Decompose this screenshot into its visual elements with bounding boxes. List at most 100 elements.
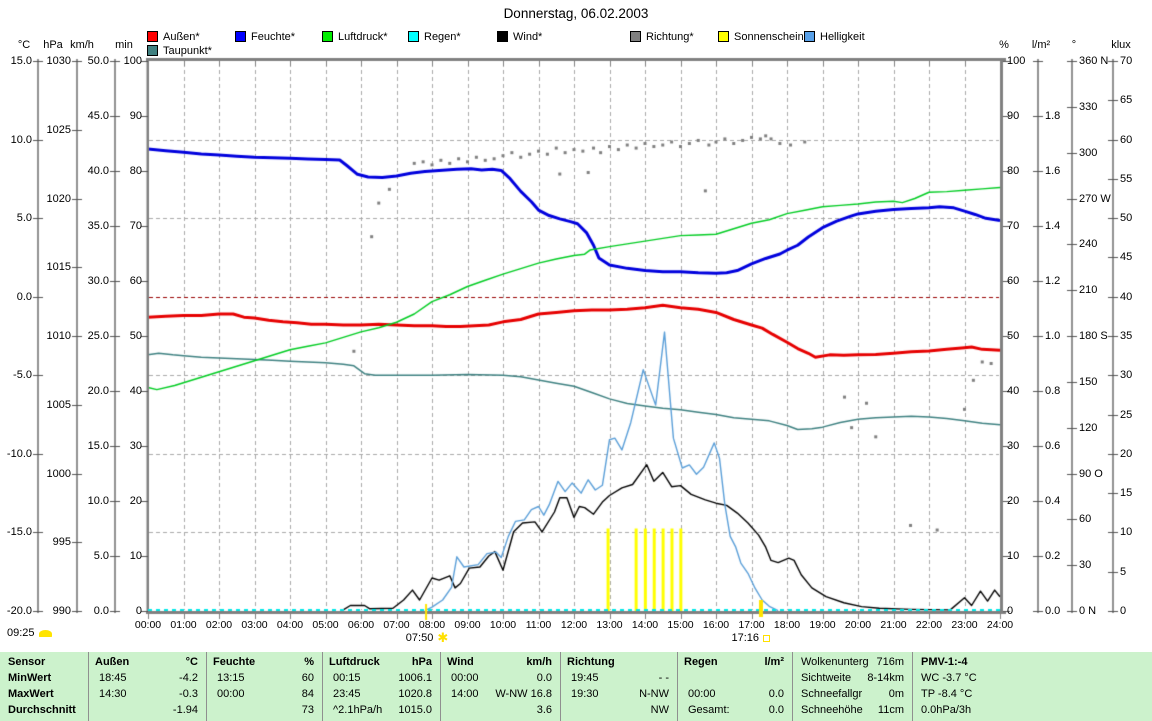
axis-tick-label-hpa: 1025 (46, 123, 71, 136)
axis-tick-label-klux: 10 (1120, 526, 1133, 539)
table-cell: TP -8.4 °C (921, 688, 973, 700)
weather-chart (0, 0, 1152, 652)
table-cell: ^2.1hPa/h (333, 704, 383, 716)
legend-label: Feuchte* (251, 30, 296, 43)
axis-tick-label-degC: -5.0 (13, 369, 32, 382)
legend-item-taupunkt: Taupunkt* (147, 44, 212, 57)
x-axis-label: 24:00 (986, 619, 1014, 631)
axis-unit-deg: ° (1071, 39, 1077, 51)
table-cell: 00:00 (688, 688, 716, 700)
axis-tick-label-deg: 0 N (1079, 605, 1097, 617)
axis-tick-label-deg: 210 (1079, 284, 1098, 297)
axis-tick-label-degC: -15.0 (6, 526, 32, 539)
axis-tick-label-deg: 240 (1079, 238, 1098, 251)
axis-tick-label-pct: 20 (1007, 495, 1020, 507)
axis-tick-label-lm2: 0.2 (1045, 550, 1061, 562)
x-axis-label: 12:00 (560, 619, 588, 631)
axis-tick-label-min: 90 (129, 110, 142, 122)
legend-label: Außen* (163, 30, 200, 43)
table-cell: 0.0 (536, 672, 552, 684)
axis-tick-label-deg: 300 (1079, 146, 1098, 159)
axis-tick-label-deg: 330 (1079, 100, 1098, 113)
axis-tick-label-hpa: 1000 (46, 467, 71, 480)
x-axis-label: 05:00 (312, 619, 339, 631)
axis-tick-label-hpa: 1005 (46, 398, 71, 411)
table-cell: km/h (526, 656, 552, 668)
axis-tick-label-pct: 70 (1007, 220, 1020, 232)
table-group-feuchte: Feuchte% 13:15 60 00:00 84 73 (206, 652, 322, 721)
axis-tick-label-hpa: 990 (52, 605, 71, 617)
x-axis-label: 17:00 (738, 619, 765, 631)
x-axis-label: 04:00 (276, 619, 304, 631)
legend-color-swatch (804, 31, 815, 42)
axis-tick-label-pct: 90 (1007, 110, 1020, 122)
axis-tick-label-kmh: 0.0 (93, 605, 109, 617)
axis-tick-label-kmh: 5.0 (93, 550, 109, 562)
x-axis-label: 15:00 (667, 619, 694, 631)
x-axis-label: 21:00 (880, 619, 907, 631)
axis-tick-label-pct: 40 (1007, 385, 1020, 397)
table-cell: Schneefallgr (801, 688, 863, 700)
axis-tick-label-min: 40 (129, 385, 142, 397)
axis-tick-label-lm2: 0.8 (1045, 385, 1061, 397)
legend-item-richtung: Richtung* (630, 30, 694, 43)
axis-tick-label-klux: 60 (1120, 133, 1133, 146)
x-axis-label: 00:00 (134, 619, 162, 631)
x-axis-label: 23:00 (951, 619, 978, 631)
table-cell: Außen (95, 656, 130, 668)
x-axis-label: 22:00 (915, 619, 943, 631)
axis-tick-label-klux: 55 (1120, 172, 1133, 185)
legend-color-swatch (147, 31, 158, 42)
axis-tick-label-degC: -20.0 (6, 605, 32, 617)
axis-tick-label-deg: 270 W (1079, 192, 1111, 205)
x-axis-label: 02:00 (205, 619, 233, 631)
axis-tick-label-pct: 10 (1007, 550, 1020, 562)
table-cell: - - (658, 672, 669, 684)
axis-tick-label-klux: 25 (1120, 408, 1133, 421)
x-axis-label: 03:00 (241, 619, 268, 631)
axis-tick-label-hpa: 1030 (46, 55, 71, 67)
axis-unit-pct: % (999, 39, 1009, 51)
legend-color-swatch (322, 31, 333, 42)
table-cell: 0.0 (768, 688, 784, 700)
axis-tick-label-degC: 15.0 (10, 55, 32, 67)
table-cell: Sichtweite (801, 672, 852, 684)
legend-item-wind: Wind* (497, 30, 542, 43)
table-group-richtung: Richtung 19:45 - - 19:30 N-NW NW (560, 652, 677, 721)
axis-unit-lm2: l/m² (1031, 39, 1051, 51)
table-cell: W-NW 16.8 (495, 688, 552, 700)
table-cell: Sensor (8, 656, 46, 668)
axis-tick-label-klux: 35 (1120, 330, 1133, 342)
x-axis-label: 11:00 (525, 619, 552, 631)
sunset-icon (763, 634, 770, 642)
table-cell: 84 (301, 688, 314, 700)
x-axis-label: 08:00 (418, 619, 446, 631)
table-cell: 18:45 (99, 672, 127, 684)
legend-color-swatch (235, 31, 246, 42)
table-cell: 0.0 (768, 704, 784, 716)
x-axis-label: 10:00 (489, 619, 517, 631)
table-cell: 1006.1 (398, 672, 432, 684)
axis-tick-label-pct: 30 (1007, 440, 1020, 452)
axis-tick-label-kmh: 40.0 (87, 165, 109, 177)
legend-color-swatch (630, 31, 641, 42)
table-cell: hPa (411, 656, 432, 668)
legend-item-helligkeit: Helligkeit (804, 30, 865, 43)
table-cell: Durchschnitt (8, 704, 76, 716)
axis-tick-label-deg: 30 (1079, 559, 1092, 572)
table-cell: 14:00 (451, 688, 479, 700)
table-cell: l/m² (764, 656, 784, 668)
axis-tick-label-min: 30 (129, 440, 142, 452)
axis-tick-label-degC: -10.0 (6, 447, 32, 460)
axis-tick-label-lm2: 1.0 (1045, 330, 1061, 342)
axis-tick-label-klux: 65 (1120, 94, 1133, 107)
table-cell: 00:15 (333, 672, 361, 684)
table-group-pmv: PMV-1:-4 WC -3.7 °C TP -8.4 °C 0.0hPa/3h (912, 652, 1152, 721)
axis-tick-label-min: 50 (129, 330, 142, 342)
table-group-außen: Außen °C 18:45 -4.2 14:30 -0.3 -1.94 (88, 652, 206, 721)
axis-tick-label-pct: 50 (1007, 330, 1020, 342)
axis-tick-label-degC: 0.0 (16, 290, 32, 303)
table-cell: 3.6 (536, 704, 552, 716)
axis-tick-label-deg: 90 O (1079, 467, 1103, 480)
